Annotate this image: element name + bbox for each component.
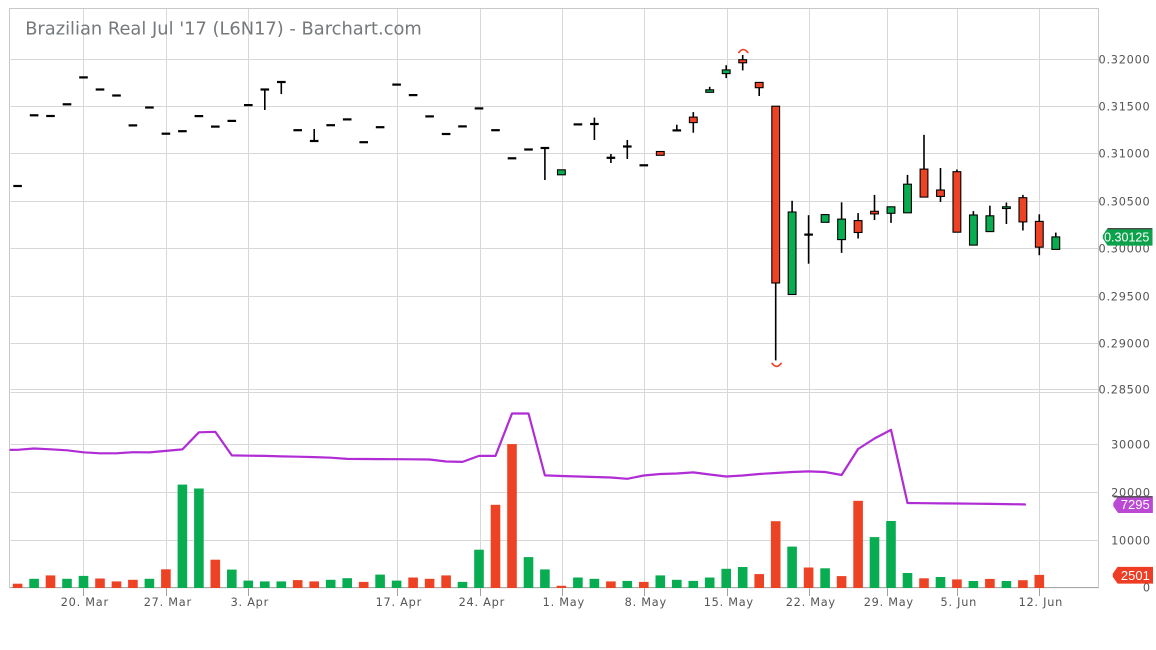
svg-text:5. Jun: 5. Jun bbox=[941, 596, 978, 609]
svg-text:15. May: 15. May bbox=[704, 596, 754, 609]
svg-text:12. Jun: 12. Jun bbox=[1019, 596, 1063, 609]
svg-text:24. Apr: 24. Apr bbox=[459, 596, 505, 609]
svg-text:0.30500: 0.30500 bbox=[1099, 196, 1151, 209]
svg-text:30000: 30000 bbox=[1111, 439, 1151, 452]
svg-text:0.29500: 0.29500 bbox=[1099, 291, 1151, 304]
svg-text:3. Apr: 3. Apr bbox=[231, 596, 269, 609]
svg-text:20. Mar: 20. Mar bbox=[61, 596, 109, 609]
svg-text:0.28500: 0.28500 bbox=[1099, 384, 1151, 397]
svg-text:10000: 10000 bbox=[1111, 535, 1151, 548]
svg-text:0.30000: 0.30000 bbox=[1099, 243, 1151, 256]
svg-text:0: 0 bbox=[1143, 582, 1151, 595]
svg-text:8. May: 8. May bbox=[625, 596, 667, 609]
svg-text:2501: 2501 bbox=[1121, 568, 1150, 583]
svg-text:0.29000: 0.29000 bbox=[1099, 338, 1151, 351]
svg-text:0.32000: 0.32000 bbox=[1099, 54, 1151, 67]
svg-text:0.30125: 0.30125 bbox=[1104, 230, 1149, 244]
svg-text:29. May: 29. May bbox=[864, 596, 914, 609]
svg-text:0.31000: 0.31000 bbox=[1099, 148, 1151, 161]
svg-text:27. Mar: 27. Mar bbox=[144, 596, 192, 609]
svg-text:7295: 7295 bbox=[1121, 497, 1150, 512]
svg-text:1. May: 1. May bbox=[543, 596, 585, 609]
svg-text:0.31500: 0.31500 bbox=[1099, 101, 1151, 114]
svg-text:Brazilian Real Jul '17 (L6N17): Brazilian Real Jul '17 (L6N17) - Barchar… bbox=[25, 19, 422, 40]
svg-text:22. May: 22. May bbox=[786, 596, 836, 609]
svg-text:17. Apr: 17. Apr bbox=[376, 596, 422, 609]
